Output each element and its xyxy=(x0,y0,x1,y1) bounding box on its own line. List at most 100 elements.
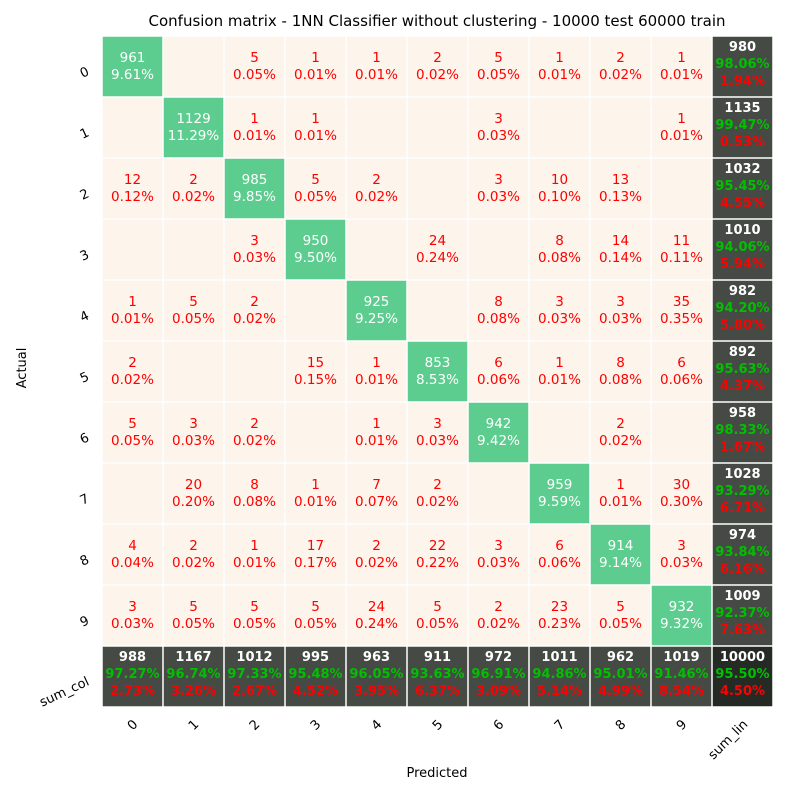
col-total-5-total: 911 xyxy=(424,650,451,665)
cell-percent-8-0: 0.04% xyxy=(111,555,154,571)
cell-count-8-8: 914 xyxy=(608,538,634,554)
cell-5-2 xyxy=(224,341,285,402)
cell-6-0 xyxy=(102,402,163,463)
cell-9-3 xyxy=(285,585,346,646)
cell-count-7-4: 7 xyxy=(372,477,381,493)
cell-percent-2-1: 0.02% xyxy=(172,189,215,205)
cell-count-0-8: 2 xyxy=(616,50,625,66)
cell-5-7 xyxy=(529,341,590,402)
cell-count-6-1: 3 xyxy=(189,416,198,432)
y-tick-0: 0 xyxy=(78,65,92,82)
cell-count-5-8: 8 xyxy=(616,355,625,371)
cell-8-8 xyxy=(590,524,651,585)
cell-0-3 xyxy=(285,36,346,97)
cell-2-5 xyxy=(407,158,468,219)
cell-4-3 xyxy=(285,280,346,341)
cell-4-2 xyxy=(224,280,285,341)
cell-5-9 xyxy=(651,341,712,402)
cell-percent-9-9: 9.32% xyxy=(660,616,703,632)
cell-percent-2-7: 0.10% xyxy=(538,189,581,205)
cell-percent-1-9: 0.01% xyxy=(660,128,703,144)
cell-8-0 xyxy=(102,524,163,585)
cell-1-8 xyxy=(590,97,651,158)
cell-percent-3-7: 0.08% xyxy=(538,250,581,266)
cell-count-0-4: 1 xyxy=(372,50,381,66)
cell-count-0-7: 1 xyxy=(555,50,564,66)
cell-3-0 xyxy=(102,219,163,280)
cell-percent-3-2: 0.03% xyxy=(233,250,276,266)
row-total-5 xyxy=(712,341,773,402)
col-total-6 xyxy=(468,646,529,707)
cell-1-3 xyxy=(285,97,346,158)
cell-percent-4-0: 0.01% xyxy=(111,311,154,327)
cell-percent-2-4: 0.02% xyxy=(355,189,398,205)
cell-count-6-2: 2 xyxy=(250,416,259,432)
x-axis-label: Predicted xyxy=(406,766,467,781)
cell-6-5 xyxy=(407,402,468,463)
cell-0-8 xyxy=(590,36,651,97)
y-tick-4: 4 xyxy=(78,309,92,326)
row-total-5-correct: 95.63% xyxy=(715,362,769,377)
cell-7-4 xyxy=(346,463,407,524)
cell-count-8-5: 22 xyxy=(429,538,446,554)
cell-7-3 xyxy=(285,463,346,524)
col-total-9 xyxy=(651,646,712,707)
col-total-9-error: 8.54% xyxy=(659,684,704,699)
cell-percent-9-4: 0.24% xyxy=(355,616,398,632)
cell-percent-7-2: 0.08% xyxy=(233,494,276,510)
cell-count-9-1: 5 xyxy=(189,599,198,615)
cell-4-4 xyxy=(346,280,407,341)
col-total-1-total: 1167 xyxy=(175,650,211,665)
cell-3-3 xyxy=(285,219,346,280)
cell-percent-4-9: 0.35% xyxy=(660,311,703,327)
cell-percent-0-6: 0.05% xyxy=(477,67,520,83)
cell-count-9-9: 932 xyxy=(669,599,695,615)
cell-count-1-9: 1 xyxy=(677,111,686,127)
row-total-1 xyxy=(712,97,773,158)
cell-count-1-1: 1129 xyxy=(176,111,210,127)
y-tick-2: 2 xyxy=(78,187,92,204)
cell-percent-0-8: 0.02% xyxy=(599,67,642,83)
cell-7-2 xyxy=(224,463,285,524)
cell-1-5 xyxy=(407,97,468,158)
cell-count-9-7: 23 xyxy=(551,599,568,615)
cell-count-8-1: 2 xyxy=(189,538,198,554)
cell-count-7-1: 20 xyxy=(185,477,202,493)
grand-total-error: 4.50% xyxy=(720,684,765,699)
cell-0-9 xyxy=(651,36,712,97)
row-total-9-error: 7.63% xyxy=(720,623,765,638)
row-total-0 xyxy=(712,36,773,97)
row-total-6-total: 958 xyxy=(729,406,756,421)
cell-6-2 xyxy=(224,402,285,463)
row-total-3 xyxy=(712,219,773,280)
col-total-2-total: 1012 xyxy=(236,650,272,665)
cell-percent-9-2: 0.05% xyxy=(233,616,276,632)
cell-percent-3-8: 0.14% xyxy=(599,250,642,266)
col-total-3-correct: 95.48% xyxy=(288,667,342,682)
cell-7-0 xyxy=(102,463,163,524)
row-total-9-correct: 92.37% xyxy=(715,606,769,621)
cell-9-7 xyxy=(529,585,590,646)
cell-3-8 xyxy=(590,219,651,280)
y-tick-3: 3 xyxy=(78,248,92,265)
row-total-4-correct: 94.20% xyxy=(715,301,769,316)
cell-percent-1-6: 0.03% xyxy=(477,128,520,144)
cell-3-4 xyxy=(346,219,407,280)
row-total-8-error: 6.16% xyxy=(720,562,765,577)
col-total-6-error: 3.09% xyxy=(476,684,521,699)
cell-percent-8-7: 0.06% xyxy=(538,555,581,571)
row-total-6 xyxy=(712,402,773,463)
cell-9-8 xyxy=(590,585,651,646)
cell-7-1 xyxy=(163,463,224,524)
cell-0-6 xyxy=(468,36,529,97)
x-tick-labels: 0 1 2 3 4 5 6 7 8 9 sum_lin xyxy=(125,717,751,763)
cell-9-1 xyxy=(163,585,224,646)
row-total-9-total: 1009 xyxy=(724,589,760,604)
x-tick-9: 9 xyxy=(674,717,690,733)
cell-2-6 xyxy=(468,158,529,219)
cell-percent-7-4: 0.07% xyxy=(355,494,398,510)
row-total-4 xyxy=(712,280,773,341)
cell-count-3-8: 14 xyxy=(612,233,629,249)
cell-percent-8-5: 0.22% xyxy=(416,555,459,571)
row-total-7-correct: 93.29% xyxy=(715,484,769,499)
